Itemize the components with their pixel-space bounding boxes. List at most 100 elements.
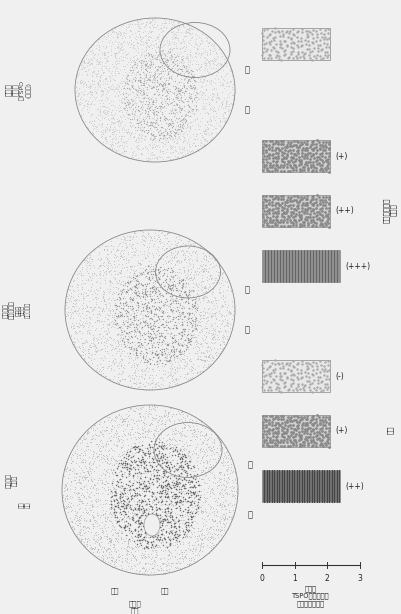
Point [100,555,106,565]
Point [112,484,118,494]
Point [99,432,106,441]
Point [131,546,138,556]
Point [191,84,197,94]
Point [205,99,212,109]
Point [188,529,195,539]
Point [85,441,91,451]
Point [265,192,272,201]
Point [172,52,178,62]
Point [176,419,183,429]
Point [66,295,72,305]
Point [293,32,299,42]
Point [269,142,275,152]
Point [143,96,149,106]
Point [129,543,135,553]
Point [103,335,109,344]
Point [260,375,266,385]
Point [177,268,184,278]
Point [180,423,187,433]
Point [176,88,182,98]
Point [196,458,203,468]
Point [150,275,157,285]
Point [212,260,219,270]
Point [190,359,196,369]
Point [142,370,148,379]
Point [145,510,151,519]
Point [183,342,190,352]
Point [157,23,163,33]
Point [142,513,149,523]
Point [121,507,128,517]
Point [150,402,156,411]
Point [103,411,109,421]
Point [111,319,118,329]
Point [95,45,101,55]
Point [77,530,83,540]
Point [166,98,172,108]
Point [165,438,172,448]
Point [194,263,200,273]
Point [166,303,173,313]
Point [105,310,111,320]
Point [103,34,109,44]
Point [144,549,150,559]
Point [107,305,113,314]
Point [115,503,122,513]
Point [201,109,208,119]
Point [156,135,162,145]
Point [176,103,183,113]
Point [139,533,145,543]
Point [132,468,138,478]
Point [157,228,163,238]
Point [142,141,148,151]
Point [85,321,92,330]
Point [293,417,300,427]
Point [171,52,178,62]
Point [138,234,145,244]
Point [97,76,103,86]
Point [113,479,120,489]
Point [263,24,269,34]
Point [156,335,162,344]
Point [162,510,168,519]
Point [118,268,124,278]
Point [318,166,325,176]
Point [86,535,92,545]
Point [140,532,146,542]
Text: トランス
ジェニック
マウス: トランス ジェニック マウス [3,301,21,319]
Point [87,325,93,335]
Point [133,483,140,493]
Point [208,287,215,297]
Point [198,270,205,280]
Point [168,472,174,481]
Point [115,136,121,146]
Point [166,470,172,480]
Point [98,478,105,488]
Point [149,134,156,144]
Point [120,489,126,499]
Point [191,69,197,79]
Point [128,321,134,330]
Point [162,115,168,125]
Point [110,542,116,552]
Point [288,379,294,389]
Point [82,435,88,445]
Point [149,281,156,290]
Point [109,316,115,326]
Point [143,468,149,478]
Point [153,359,160,368]
Point [205,527,211,537]
Point [97,553,103,562]
Point [179,451,186,460]
Point [109,112,116,122]
Point [205,462,212,472]
Point [176,105,182,115]
Point [158,237,165,247]
Point [86,263,93,273]
Point [144,103,150,113]
Point [286,421,292,430]
Point [193,292,199,301]
Point [114,530,120,540]
Point [196,321,203,330]
Point [284,434,290,444]
